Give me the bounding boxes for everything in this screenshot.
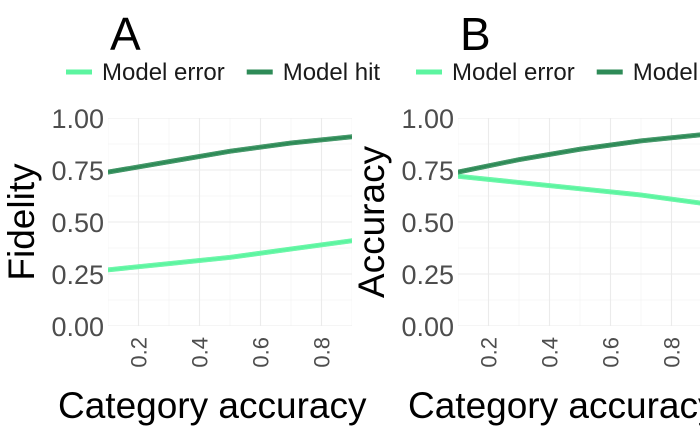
panel-a: 0.00 0.25 0.50 0.75 1.00 0.2 0.4 0.6 0.8 Category… xyxy=(1,8,380,426)
x-tick-label: 0.6 xyxy=(249,337,274,368)
panel-label: B xyxy=(460,8,491,60)
y-tick-label: 0.50 xyxy=(51,208,104,238)
series-line-1 xyxy=(108,135,352,174)
series-edge-1-0 xyxy=(108,138,352,175)
series-edge-0-1 xyxy=(458,173,700,202)
panel-label: A xyxy=(110,8,141,60)
legend: Model error Model hit xyxy=(416,59,700,86)
series-edge-0-0 xyxy=(458,177,700,206)
series-edge-1-1 xyxy=(458,132,700,171)
y-tick-label: 0.25 xyxy=(401,260,454,290)
y-tick-label: 1.00 xyxy=(401,104,454,134)
panel-b: 0.00 0.25 0.50 0.75 1.00 0.2 0.4 0.6 0.8 Category… xyxy=(351,8,700,426)
y-tick-label: 1.00 xyxy=(51,104,104,134)
legend-label: Model error xyxy=(102,59,225,86)
series-edge-0-0 xyxy=(108,242,352,273)
legend-label: Model hit xyxy=(283,59,381,86)
series-line-0 xyxy=(458,174,700,205)
x-tick-label: 0.2 xyxy=(127,337,152,368)
y-tick-label: 0.25 xyxy=(51,260,104,290)
series-edge-1-0 xyxy=(458,136,700,175)
series-group xyxy=(458,132,700,206)
x-axis-title: Category accuracy xyxy=(58,385,367,426)
y-tick-label: 0.00 xyxy=(51,312,104,342)
y-tick-label: 0.75 xyxy=(401,156,454,186)
x-axis-title: Category accuracy xyxy=(408,385,700,426)
y-tick-label: 0.00 xyxy=(401,312,454,342)
x-tick-label: 0.6 xyxy=(599,337,624,368)
legend: Model error Model hit xyxy=(66,59,380,86)
y-tick-label: 0.75 xyxy=(51,156,104,186)
legend-label: Model hit xyxy=(633,59,700,86)
x-tick-label: 0.4 xyxy=(188,337,213,368)
x-tick-label: 0.2 xyxy=(477,337,502,368)
series-line-0 xyxy=(108,239,352,272)
x-tick-label: 0.8 xyxy=(310,337,335,368)
y-axis-title: Fidelity xyxy=(1,163,42,281)
x-tick-label: 0.8 xyxy=(660,337,685,368)
series-edge-0-1 xyxy=(108,238,352,269)
x-tick-label: 0.4 xyxy=(538,337,563,368)
series-group xyxy=(108,134,352,273)
y-tick-label: 0.50 xyxy=(401,208,454,238)
series-line-1 xyxy=(458,133,700,174)
legend-label: Model error xyxy=(452,59,575,86)
y-axis-title: Accuracy xyxy=(351,145,392,298)
series-edge-1-1 xyxy=(108,134,352,171)
